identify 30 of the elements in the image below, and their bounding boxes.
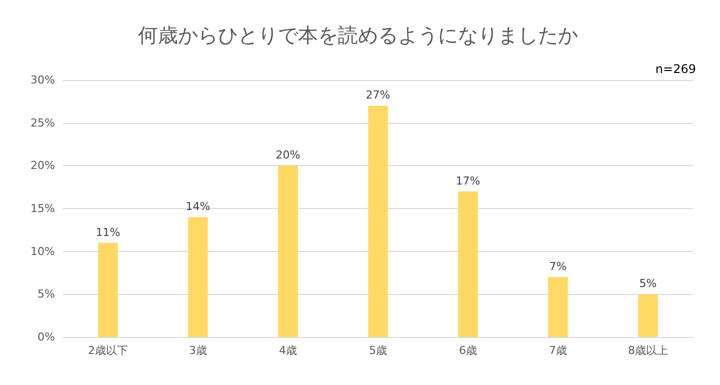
x-tick-label: 8歳以上 [628,344,668,357]
data-label: 14% [186,200,210,214]
data-label: 7% [549,260,567,274]
y-tick-label: 25% [30,116,55,130]
bar [548,277,568,337]
data-label: 11% [96,226,120,239]
bar [638,294,658,337]
y-tick-label: 10% [30,244,55,258]
y-tick-label: 20% [30,159,55,172]
x-tick-label: 3歳 [189,344,207,357]
x-tick-label: 5歳 [369,344,387,357]
x-tick-label: 2歳以下 [88,344,128,357]
data-label: 27% [366,88,390,102]
bar [188,217,208,337]
x-tick-label: 4歳 [279,344,297,357]
chart-title: 何歳からひとりで本を読めるようになりましたか [138,23,578,47]
data-label: 20% [276,148,300,162]
x-tick-label: 6歳 [459,344,477,357]
bar [458,191,478,337]
bar [278,166,298,337]
x-tick-label: 7歳 [549,344,567,357]
y-tick-label: 30% [30,74,55,86]
text: n=269 [655,62,696,76]
bar [368,106,388,337]
bar [98,242,118,337]
y-tick-label: 5% [38,288,55,301]
data-label: 5% [639,277,657,290]
y-tick-label: 15% [30,202,55,215]
data-label: 17% [456,174,480,188]
y-tick-label: 0% [38,330,55,344]
